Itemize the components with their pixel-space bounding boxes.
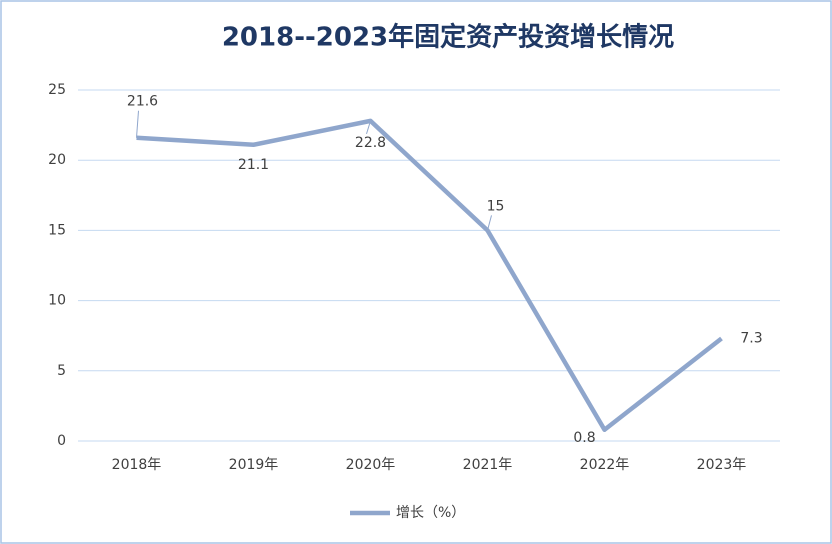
x-tick-label: 2018年 — [112, 457, 162, 473]
y-tick-label: 5 — [57, 363, 66, 379]
data-label: 21.6 — [127, 94, 158, 110]
y-tick-label: 10 — [48, 293, 66, 309]
leader-line — [136, 110, 139, 138]
data-label: 15 — [487, 198, 505, 214]
x-tick-label: 2022年 — [580, 457, 630, 473]
legend-label: 增长（%） — [396, 505, 465, 521]
data-label: 7.3 — [740, 331, 762, 347]
data-label: 0.8 — [573, 430, 595, 446]
y-tick-label: 15 — [48, 222, 66, 238]
data-line — [136, 118, 723, 433]
x-tick-label: 2021年 — [463, 457, 513, 473]
leader-line — [366, 120, 371, 135]
leader-line — [487, 215, 492, 231]
x-tick-label: 2019年 — [229, 457, 279, 473]
data-label: 22.8 — [355, 135, 386, 151]
y-tick-label: 20 — [48, 152, 66, 168]
y-tick-label: 25 — [48, 82, 66, 98]
data-label: 21.1 — [238, 157, 269, 173]
x-tick-label: 2020年 — [346, 457, 396, 473]
chart-title: 2018--2023年固定资产投资增长情况 — [222, 22, 674, 53]
y-tick-label: 0 — [57, 433, 66, 449]
x-tick-label: 2023年 — [697, 457, 747, 473]
